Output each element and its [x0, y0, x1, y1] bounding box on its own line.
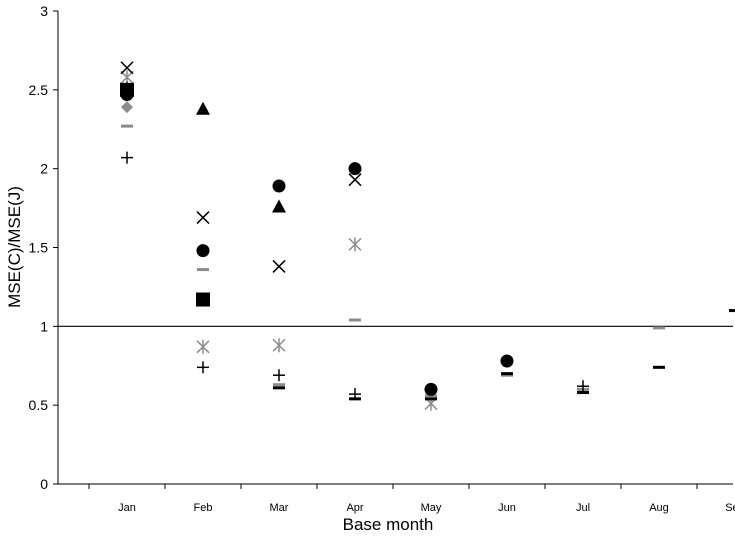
marker-shape [121, 124, 133, 128]
data-point-x [120, 61, 134, 75]
data-point-asterisk [196, 339, 210, 354]
marker-shape [425, 397, 437, 401]
x-tick-label: Aug [649, 502, 669, 514]
marker-shape [653, 326, 665, 330]
data-point-dash [577, 391, 589, 395]
y-tick-label: 0.5 [29, 397, 49, 413]
data-point-square [196, 292, 210, 307]
marker-shape [273, 383, 285, 387]
marker-shape [501, 373, 513, 377]
y-tick-label: 2.5 [29, 82, 49, 98]
marker-shape [120, 82, 134, 97]
data-point-circle [500, 354, 514, 368]
data-point-circle [196, 244, 210, 258]
data-point-dash [349, 318, 361, 322]
data-point-x [348, 173, 362, 187]
data-point-asterisk [348, 237, 362, 252]
y-tick-label: 3 [40, 3, 48, 19]
x-tick-label: Feb [194, 502, 213, 514]
data-point-diamond [121, 101, 133, 114]
marker-shape [348, 162, 362, 176]
data-point-circle [348, 162, 362, 176]
data-point-dash [729, 309, 735, 313]
data-point-dash [121, 124, 133, 128]
marker-stroke [272, 259, 286, 273]
marker-shape [121, 101, 133, 114]
data-point-plus [121, 151, 133, 164]
marker-stroke [348, 173, 362, 187]
marker-shape [273, 386, 285, 390]
marker-shape [196, 292, 210, 307]
y-axis-title: MSE(C)/MSE(J) [5, 186, 24, 308]
y-tick-label: 1 [40, 318, 48, 334]
x-axis-title: Base month [343, 515, 434, 534]
data-point-circle [272, 179, 286, 193]
x-tick-label: Apr [346, 502, 363, 514]
data-point-triangle [272, 199, 286, 213]
marker-shape [501, 372, 513, 376]
marker-shape [729, 309, 735, 313]
data-point-plus [197, 361, 209, 374]
data-point-dash [501, 372, 513, 376]
marker-shape [349, 318, 361, 322]
data-point-x [272, 259, 286, 273]
data-point-plus [273, 369, 285, 382]
data-point-square [120, 82, 134, 97]
data-point-asterisk [272, 338, 286, 353]
axes: 0 0.5 1 1.5 2 2.5 3 Jan Feb Mar Apr May Jun Jul Aug Sep [29, 3, 735, 514]
data-point-triangle [196, 101, 210, 115]
marker-shape [196, 244, 210, 258]
x-tick-label: Jul [576, 502, 590, 514]
marker-stroke [196, 211, 210, 225]
y-tick-label: 1.5 [29, 240, 49, 256]
data-point-circle [424, 382, 438, 396]
data-point-dash [425, 397, 437, 401]
x-tick-label: Jun [498, 502, 516, 514]
data-marks [120, 61, 735, 411]
data-point-x [196, 211, 210, 225]
marker-shape [577, 391, 589, 395]
x-tick-label: Jan [118, 502, 136, 514]
y-tick-label: 2 [40, 161, 48, 177]
data-point-dash [653, 365, 665, 369]
x-tick-label: May [421, 502, 442, 514]
data-point-dash [349, 397, 361, 401]
marker-shape [272, 199, 286, 213]
marker-shape [197, 268, 209, 272]
marker-stroke [120, 61, 134, 75]
marker-shape [424, 382, 438, 396]
marker-shape [196, 101, 210, 115]
data-point-dash [653, 326, 665, 330]
marker-shape [349, 397, 361, 401]
x-tick-label: Sep [725, 502, 735, 514]
data-point-dash [197, 268, 209, 272]
data-point-plus [577, 380, 589, 393]
marker-shape [272, 179, 286, 193]
data-point-dash [273, 383, 285, 387]
data-point-dash [273, 386, 285, 390]
marker-shape [500, 354, 514, 368]
marker-shape [653, 365, 665, 369]
x-tick-label: Mar [270, 502, 289, 514]
y-tick-label: 0 [40, 476, 48, 492]
data-point-dash [501, 373, 513, 377]
